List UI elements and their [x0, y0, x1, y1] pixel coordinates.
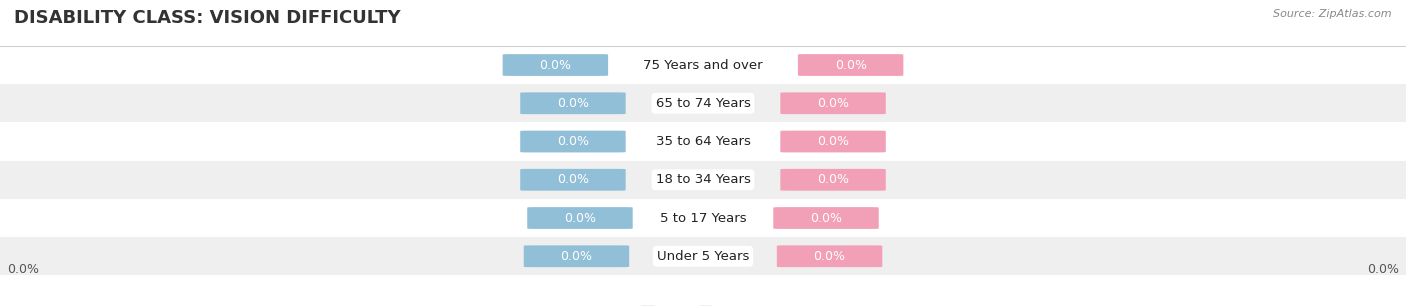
FancyBboxPatch shape [780, 131, 886, 152]
Text: 0.0%: 0.0% [817, 173, 849, 186]
Text: 0.0%: 0.0% [564, 211, 596, 225]
FancyBboxPatch shape [799, 54, 904, 76]
FancyBboxPatch shape [773, 207, 879, 229]
Text: 0.0%: 0.0% [557, 97, 589, 110]
Text: Source: ZipAtlas.com: Source: ZipAtlas.com [1274, 9, 1392, 19]
Text: 18 to 34 Years: 18 to 34 Years [655, 173, 751, 186]
Bar [0, 161, 1406, 199]
FancyBboxPatch shape [780, 169, 886, 191]
Text: 75 Years and over: 75 Years and over [643, 58, 763, 72]
Bar [0, 122, 1406, 161]
Text: 0.0%: 0.0% [810, 211, 842, 225]
Text: 0.0%: 0.0% [7, 263, 39, 276]
FancyBboxPatch shape [520, 131, 626, 152]
FancyBboxPatch shape [527, 207, 633, 229]
Text: 0.0%: 0.0% [540, 58, 571, 72]
Bar [0, 84, 1406, 122]
Text: 0.0%: 0.0% [561, 250, 592, 263]
Text: Under 5 Years: Under 5 Years [657, 250, 749, 263]
FancyBboxPatch shape [520, 92, 626, 114]
Text: 0.0%: 0.0% [817, 135, 849, 148]
FancyBboxPatch shape [524, 245, 630, 267]
Text: 0.0%: 0.0% [1367, 263, 1399, 276]
Text: DISABILITY CLASS: VISION DIFFICULTY: DISABILITY CLASS: VISION DIFFICULTY [14, 9, 401, 27]
Text: 0.0%: 0.0% [835, 58, 866, 72]
Text: 0.0%: 0.0% [814, 250, 845, 263]
Text: 5 to 17 Years: 5 to 17 Years [659, 211, 747, 225]
Text: 0.0%: 0.0% [557, 173, 589, 186]
Legend: Male, Female: Male, Female [636, 300, 770, 306]
Bar [0, 199, 1406, 237]
FancyBboxPatch shape [780, 92, 886, 114]
Text: 0.0%: 0.0% [817, 97, 849, 110]
Text: 35 to 64 Years: 35 to 64 Years [655, 135, 751, 148]
Text: 0.0%: 0.0% [557, 135, 589, 148]
Bar [0, 237, 1406, 275]
Text: 65 to 74 Years: 65 to 74 Years [655, 97, 751, 110]
Bar [0, 46, 1406, 84]
FancyBboxPatch shape [778, 245, 883, 267]
FancyBboxPatch shape [503, 54, 609, 76]
FancyBboxPatch shape [520, 169, 626, 191]
